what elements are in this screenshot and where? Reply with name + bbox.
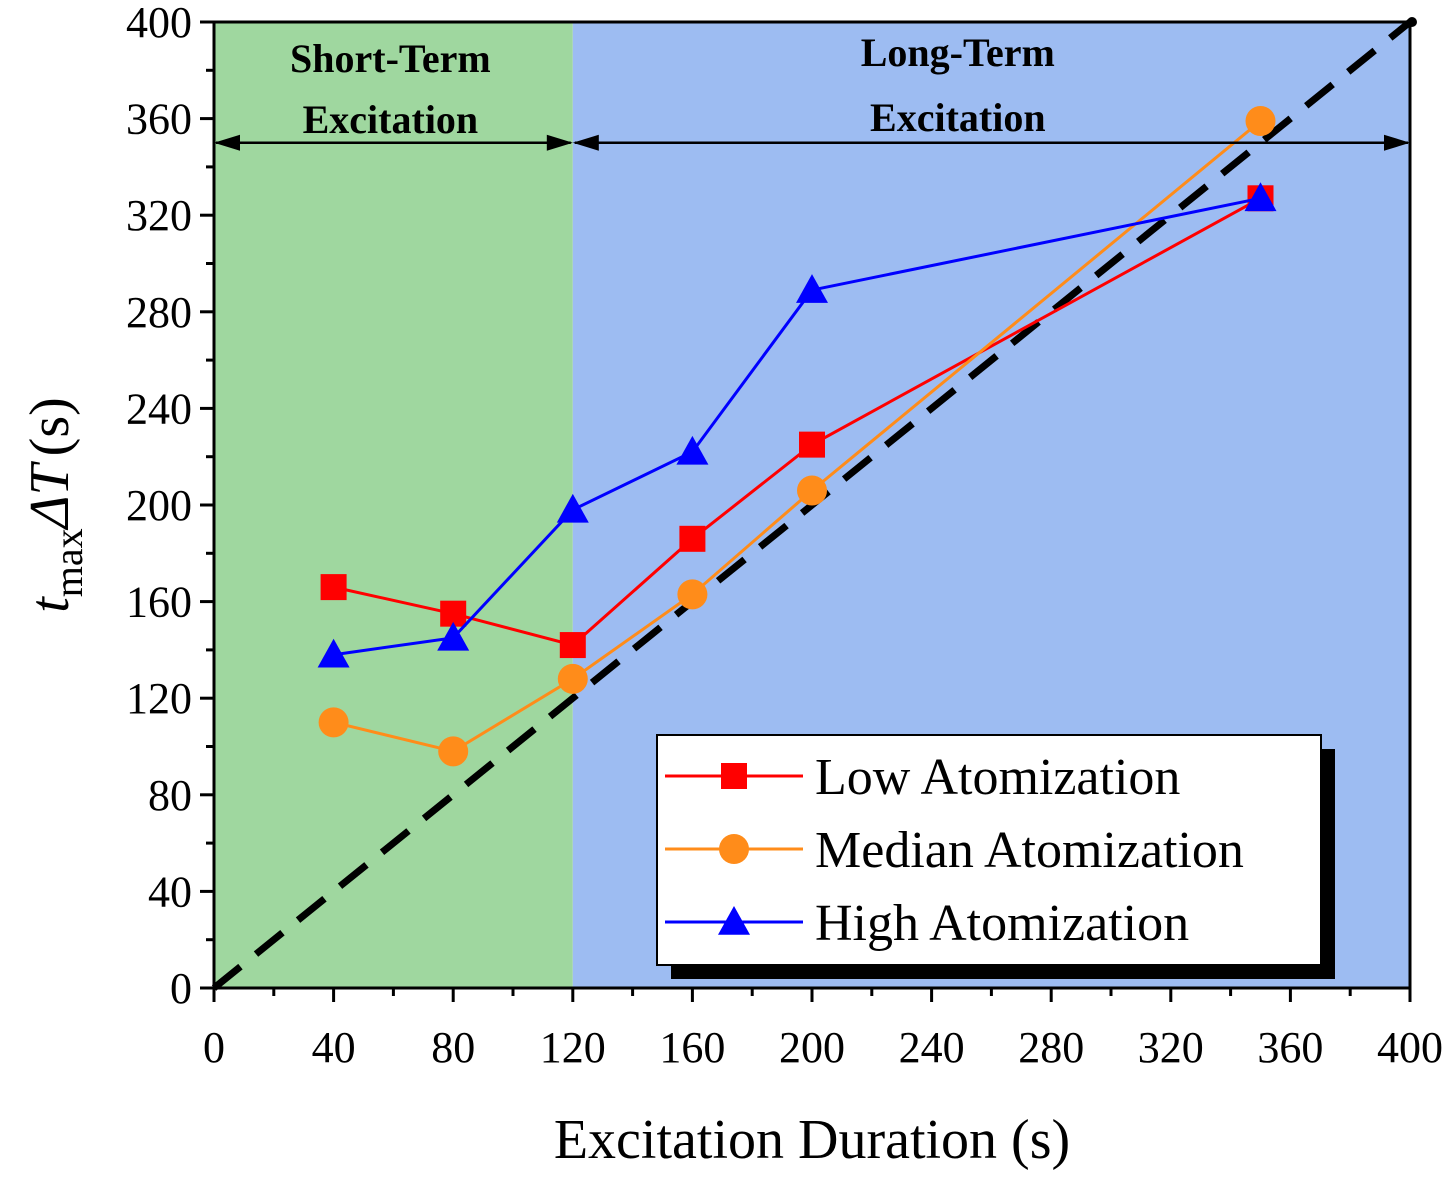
median-atomization-point	[557, 663, 588, 694]
y-tick-label: 240	[126, 384, 192, 433]
median-atomization-point	[318, 707, 349, 738]
low-atomization-point	[320, 574, 347, 601]
region-labels: Short-Term Excitation Long-Term Excitati…	[290, 30, 1055, 142]
high-atomization-point	[317, 638, 350, 668]
long-term-arrow-head-right	[1384, 134, 1410, 151]
x-axis-title: Excitation Duration (s)	[554, 1109, 1070, 1171]
long-term-label-line2: Excitation	[870, 95, 1046, 140]
low-atomization-line	[333, 196, 1262, 647]
ticks: 0 40 80 120 160 200 240 280 320 360 400 0 40 80 120 160…	[126, 0, 1443, 1072]
series-group	[317, 106, 1277, 767]
long-term-label-line1: Long-Term	[861, 30, 1055, 75]
region-arrows	[214, 134, 1410, 151]
y-tick-label: 0	[170, 964, 192, 1013]
legend-high-atomization-marker	[718, 906, 750, 935]
frame-corner-dot	[1407, 17, 1417, 27]
y-tick-label: 200	[126, 481, 192, 530]
x-tick-label: 360	[1257, 1023, 1323, 1072]
x-tick-label: 160	[659, 1023, 725, 1072]
median-atomization-point	[797, 475, 827, 506]
short-term-arrow-head-right	[546, 134, 573, 151]
legend-low-atomization-label: Low Atomization	[815, 749, 1180, 806]
long-term-arrow-head-left	[572, 134, 599, 151]
low-atomization-point	[679, 525, 706, 552]
legend-low-atomization-marker	[721, 763, 747, 789]
short-term-label-line1: Short-Term	[290, 36, 491, 81]
y-tick-label: 80	[148, 771, 192, 820]
legend: Low Atomization Median Atomization High At…	[656, 734, 1335, 979]
high-atomization-point	[556, 493, 589, 523]
y-tick-label: 320	[126, 191, 192, 240]
high-atomization-point	[437, 621, 470, 651]
low-atomization-point	[559, 632, 586, 659]
x-tick-label: 400	[1377, 1023, 1443, 1072]
high-atomization-line	[333, 196, 1261, 657]
x-tick-label: 80	[431, 1023, 475, 1072]
median-atomization-point	[677, 579, 708, 610]
median-atomization-line	[333, 119, 1262, 753]
median-atomization-point	[438, 736, 469, 767]
y-axis-title: tmaxΔT(s)	[19, 397, 91, 613]
y-tick-label: 40	[148, 867, 192, 916]
high-atomization-point	[676, 435, 709, 465]
short-term-arrow-head-left	[214, 134, 240, 151]
x-tick-label: 0	[203, 1023, 225, 1072]
y-axis-title-text: tmaxΔT(s)	[19, 397, 91, 613]
y-tick-label: 400	[126, 0, 192, 47]
short-term-label-line2: Excitation	[303, 97, 479, 142]
x-tick-label: 200	[779, 1023, 845, 1072]
x-tick-label: 240	[899, 1023, 965, 1072]
y-tick-label: 160	[126, 578, 192, 627]
low-atomization-point	[799, 431, 825, 458]
high-atomization-point	[796, 274, 828, 303]
y-tick-label: 120	[126, 674, 192, 723]
x-tick-label: 40	[312, 1023, 356, 1072]
short-term-region	[214, 22, 573, 988]
y-tick-label: 280	[126, 288, 192, 337]
x-tick-label: 320	[1138, 1023, 1204, 1072]
y-tick-label: 360	[126, 95, 192, 144]
median-atomization-point	[1245, 106, 1276, 137]
x-tick-label: 280	[1018, 1023, 1084, 1072]
high-atomization-point	[1244, 182, 1277, 212]
legend-high-atomization-label: High Atomization	[815, 895, 1189, 952]
x-tick-label: 120	[540, 1023, 606, 1072]
legend-median-atomization-label: Median Atomization	[815, 822, 1244, 879]
legend-median-atomization-marker	[719, 834, 749, 864]
